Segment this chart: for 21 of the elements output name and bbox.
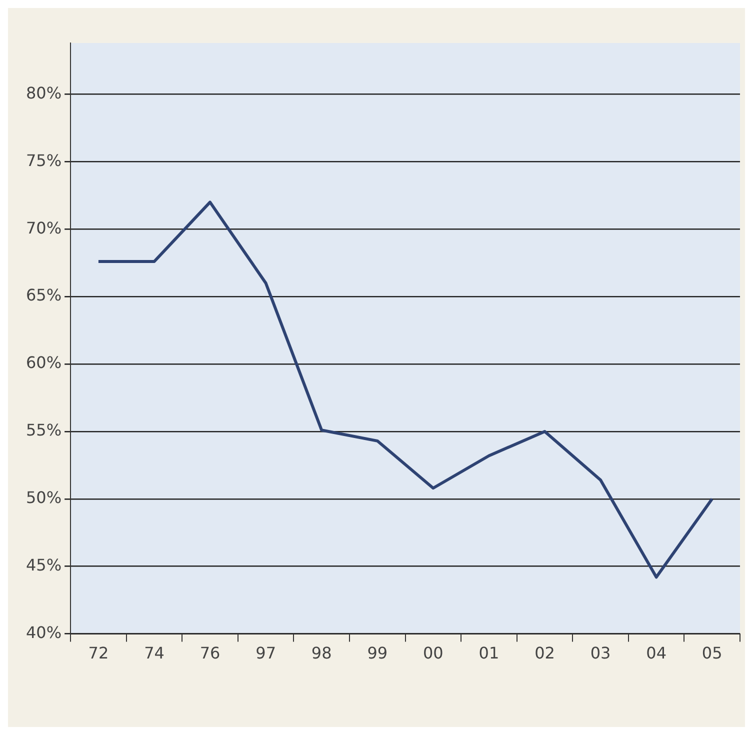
x-tick-label: 98 [311,644,332,663]
x-tick-label: 01 [478,644,500,663]
x-tick-label: 00 [422,644,444,663]
y-tick-label: 80% [26,83,62,102]
y-tick-label: 60% [26,353,62,372]
x-tick-label: 99 [367,644,388,663]
y-tick-label: 40% [26,622,62,642]
y-tick-label: 65% [26,286,62,305]
x-tick-label: 05 [702,644,722,663]
x-tick-label: 03 [590,644,611,663]
x-tick-label: 02 [534,644,555,663]
y-tick-label: 75% [26,150,62,170]
x-tick-label: 72 [88,644,109,663]
x-tick-label: 04 [646,644,666,663]
x-tick-label: 74 [144,644,164,663]
x-tick-label: 97 [256,644,276,663]
y-tick-label: 55% [26,420,62,440]
x-tick-label: 76 [200,644,220,663]
y-tick-label: 45% [26,556,62,575]
y-tick-label: 70% [26,218,62,238]
y-tick-label: 50% [26,488,62,508]
